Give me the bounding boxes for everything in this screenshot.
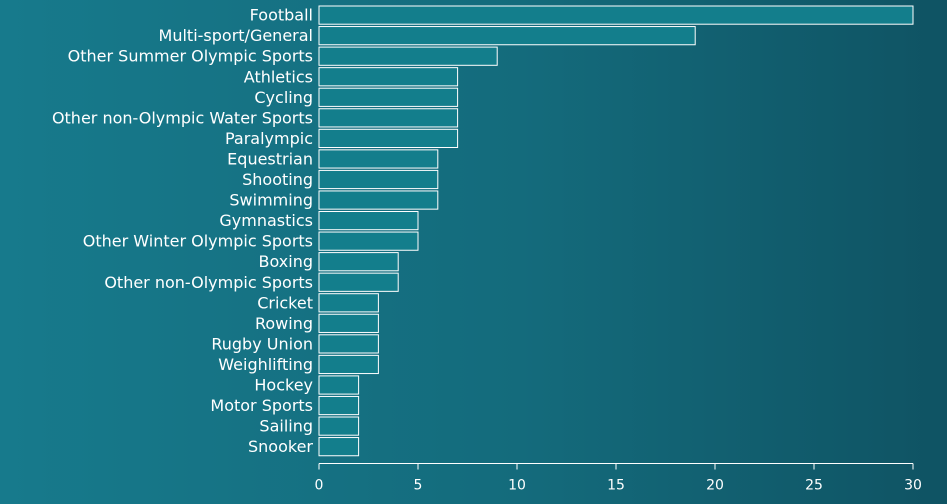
category-label: Boxing	[259, 252, 313, 271]
bar-7	[318, 149, 439, 169]
bar-4	[318, 87, 459, 107]
bar-1	[318, 26, 696, 46]
category-label: Motor Sports	[210, 396, 313, 415]
category-label: Cricket	[257, 293, 313, 312]
bars-layer	[318, 5, 914, 457]
category-label: Multi-sport/General	[159, 26, 313, 45]
bar-9	[318, 190, 439, 210]
bar-0	[318, 5, 914, 25]
category-label: Snooker	[248, 437, 313, 456]
bar-21	[318, 437, 360, 457]
bar-11	[318, 231, 419, 251]
x-tick-label: 25	[805, 478, 823, 494]
category-label: Equestrian	[227, 149, 313, 168]
bar-18	[318, 375, 360, 395]
bar-14	[318, 293, 379, 313]
category-label: Other Summer Olympic Sports	[68, 47, 313, 66]
category-label: Athletics	[244, 67, 313, 86]
bar-16	[318, 334, 379, 354]
bar-17	[318, 354, 379, 375]
bar-20	[318, 416, 360, 436]
category-label: Hockey	[254, 376, 313, 395]
category-label: Swimming	[229, 191, 313, 210]
bar-5	[318, 108, 459, 128]
category-label: Cycling	[254, 88, 313, 107]
category-label: Other non-Olympic Sports	[104, 273, 313, 292]
bar-3	[318, 67, 459, 87]
category-label: Weighlifting	[218, 355, 313, 374]
x-tick-label: 0	[315, 478, 324, 494]
x-tick-label: 15	[607, 478, 625, 494]
category-label: Other non-Olympic Water Sports	[52, 108, 313, 127]
category-label: Rugby Union	[211, 334, 313, 353]
category-label: Shooting	[242, 170, 313, 189]
category-label: Gymnastics	[219, 211, 313, 230]
bar-10	[318, 211, 419, 231]
x-tick-label: 5	[414, 478, 423, 494]
x-axis: 0 5 10 15 20 25 30	[315, 463, 922, 494]
bar-15	[318, 313, 379, 333]
bar-12	[318, 252, 399, 272]
x-tick-label: 30	[904, 478, 922, 494]
category-label: Football	[250, 6, 313, 25]
bar-8	[318, 169, 439, 190]
x-tick-label: 20	[706, 478, 724, 494]
x-tick-label: 10	[508, 478, 526, 494]
category-label: Rowing	[255, 314, 313, 333]
bar-2	[318, 46, 498, 66]
bar-19	[318, 395, 360, 416]
bar-6	[318, 128, 459, 149]
bar-13	[318, 272, 399, 292]
category-label: Paralympic	[225, 129, 313, 148]
category-label: Sailing	[259, 417, 313, 436]
category-label: Other Winter Olympic Sports	[83, 232, 313, 251]
